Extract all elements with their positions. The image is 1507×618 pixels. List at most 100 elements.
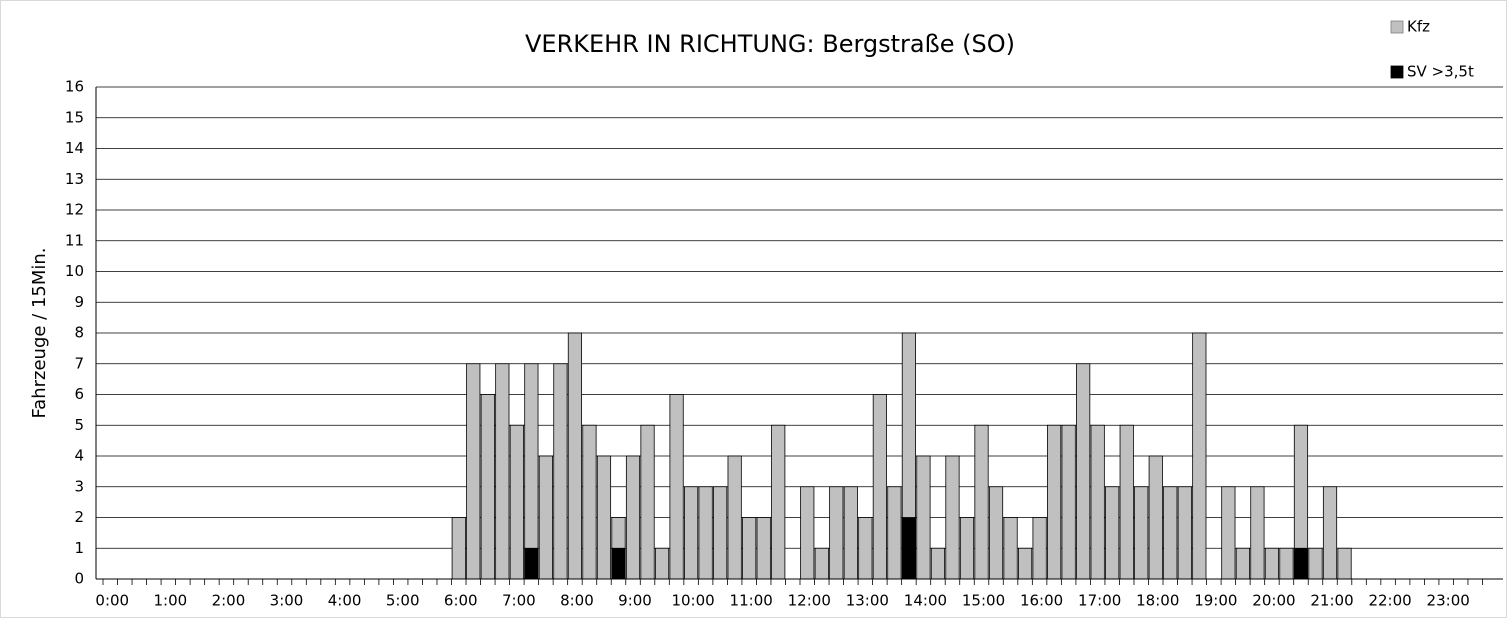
bar xyxy=(1105,486,1120,580)
bar xyxy=(1090,424,1105,580)
bar xyxy=(640,424,655,580)
bar xyxy=(509,424,524,580)
bar xyxy=(1279,547,1294,580)
x-tick-label: 1:00 xyxy=(154,592,188,610)
bar xyxy=(684,486,699,580)
x-tick-label: 11:00 xyxy=(730,592,773,610)
x-tick-label: 12:00 xyxy=(788,592,831,610)
bar xyxy=(1308,547,1323,580)
y-tick-label: 11 xyxy=(65,231,84,249)
bar xyxy=(829,486,844,580)
bar xyxy=(582,424,597,580)
bar xyxy=(654,547,670,580)
bar xyxy=(625,455,641,580)
bar xyxy=(1119,424,1134,580)
y-tick-label: 8 xyxy=(74,324,84,342)
bar xyxy=(1032,517,1047,580)
legend-label: Kfz xyxy=(1407,18,1430,36)
y-tick-label: 14 xyxy=(65,139,84,157)
bar xyxy=(843,486,858,580)
bar xyxy=(1163,486,1178,580)
x-tick-label: 21:00 xyxy=(1310,592,1353,610)
bar xyxy=(1047,424,1062,580)
x-tick-label: 7:00 xyxy=(502,592,536,610)
bar xyxy=(466,363,481,580)
bar xyxy=(524,363,539,580)
y-tick-label: 9 xyxy=(74,293,84,311)
bar xyxy=(524,547,539,580)
bar xyxy=(872,394,887,580)
chart-title: VERKEHR IN RICHTUNG: Bergstraße (SO) xyxy=(525,30,1015,58)
x-tick-label: 15:00 xyxy=(962,592,1005,610)
bar xyxy=(1337,547,1352,580)
x-tick-label: 4:00 xyxy=(328,592,362,610)
bar xyxy=(1221,486,1236,580)
bar xyxy=(974,424,989,580)
bar xyxy=(669,394,684,580)
bar xyxy=(959,517,975,580)
x-tick-label: 18:00 xyxy=(1136,592,1179,610)
y-tick-label: 16 xyxy=(65,78,84,96)
y-tick-label: 12 xyxy=(65,201,84,219)
y-tick-label: 13 xyxy=(65,170,84,188)
bar xyxy=(1017,547,1033,580)
bar xyxy=(916,455,931,580)
y-tick-label: 6 xyxy=(74,385,84,403)
bar xyxy=(887,486,902,580)
legend-label: SV >3,5t xyxy=(1407,63,1474,81)
x-tick-label: 14:00 xyxy=(904,592,947,610)
x-tick-label: 2:00 xyxy=(212,592,246,610)
x-tick-label: 17:00 xyxy=(1078,592,1121,610)
bar xyxy=(1322,486,1338,580)
legend-swatch xyxy=(1390,65,1404,79)
bar xyxy=(1192,332,1207,580)
legend-swatch xyxy=(1390,20,1404,34)
y-axis-label: Fahrzeuge / 15Min. xyxy=(29,247,50,418)
x-tick-label: 10:00 xyxy=(671,592,714,610)
bar xyxy=(1148,455,1163,580)
bar xyxy=(596,455,612,580)
x-tick-label: 13:00 xyxy=(846,592,889,610)
y-tick-label: 7 xyxy=(74,354,84,372)
x-tick-label: 3:00 xyxy=(270,592,304,610)
bar xyxy=(858,517,873,580)
bar xyxy=(553,363,568,580)
bar xyxy=(988,486,1004,580)
bar xyxy=(1177,486,1192,580)
bar xyxy=(495,363,510,580)
bar xyxy=(480,394,495,580)
y-tick-label: 5 xyxy=(74,416,84,434)
x-tick-label: 5:00 xyxy=(386,592,420,610)
x-tick-label: 19:00 xyxy=(1194,592,1237,610)
bar xyxy=(930,547,946,580)
bar xyxy=(567,332,583,580)
bar xyxy=(1061,424,1076,580)
bar xyxy=(756,517,771,580)
bar xyxy=(1003,517,1018,580)
y-tick-label: 10 xyxy=(65,262,84,280)
bar xyxy=(1134,486,1149,580)
bar xyxy=(814,547,829,580)
bar xyxy=(1076,363,1091,580)
y-tick-label: 1 xyxy=(74,539,84,557)
bar xyxy=(945,455,960,580)
x-tick-label: 8:00 xyxy=(560,592,594,610)
bar xyxy=(727,455,742,580)
x-tick-label: 23:00 xyxy=(1427,592,1470,610)
y-tick-label: 15 xyxy=(65,108,84,126)
bar xyxy=(611,547,626,580)
bar xyxy=(771,424,786,580)
bar xyxy=(451,517,466,580)
x-tick-label: 22:00 xyxy=(1368,592,1411,610)
bar xyxy=(1250,486,1265,580)
x-tick-label: 9:00 xyxy=(618,592,652,610)
bar xyxy=(1264,547,1280,580)
x-tick-label: 6:00 xyxy=(444,592,478,610)
bar xyxy=(1235,547,1250,580)
y-tick-label: 0 xyxy=(74,570,84,588)
bar xyxy=(713,486,728,580)
bar xyxy=(742,517,757,580)
y-tick-label: 2 xyxy=(74,508,84,526)
bar xyxy=(901,517,916,580)
